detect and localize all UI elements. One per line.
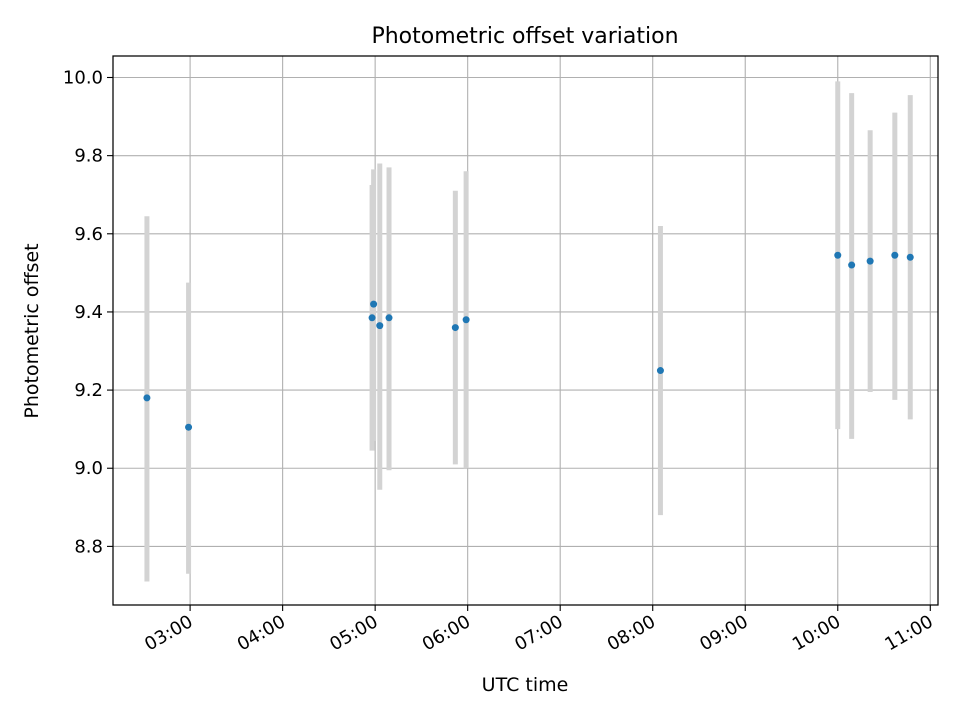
y-tick-label: 9.8	[74, 146, 103, 167]
data-point	[143, 394, 151, 402]
data-point	[834, 251, 842, 259]
y-tick-label: 8.8	[74, 536, 103, 557]
x-axis-label: UTC time	[482, 674, 569, 696]
data-point	[451, 324, 459, 332]
y-tick-label: 9.2	[74, 380, 103, 401]
data-point	[185, 423, 193, 431]
data-point	[368, 314, 376, 322]
data-point	[376, 322, 384, 330]
y-axis-label: Photometric offset	[21, 243, 43, 418]
data-point	[866, 257, 874, 265]
data-point	[370, 300, 378, 308]
data-point	[848, 261, 856, 269]
grid-lines	[113, 56, 938, 605]
data-point	[906, 253, 914, 261]
data-point	[891, 251, 899, 259]
chart-title: Photometric offset variation	[371, 24, 678, 49]
plot-frame	[112, 55, 939, 606]
y-tick-label: 9.4	[74, 302, 103, 323]
y-tick-label: 9.0	[74, 458, 103, 479]
data-point	[462, 316, 470, 324]
data-point	[656, 367, 664, 375]
y-tick-label: 10.0	[63, 67, 103, 88]
y-axis-ticks: 8.8 9.0 9.2 9.4 9.6 9.8 10.0	[63, 67, 113, 557]
y-tick-label: 9.6	[74, 224, 103, 245]
data-point	[385, 314, 393, 322]
data-points	[143, 251, 914, 431]
